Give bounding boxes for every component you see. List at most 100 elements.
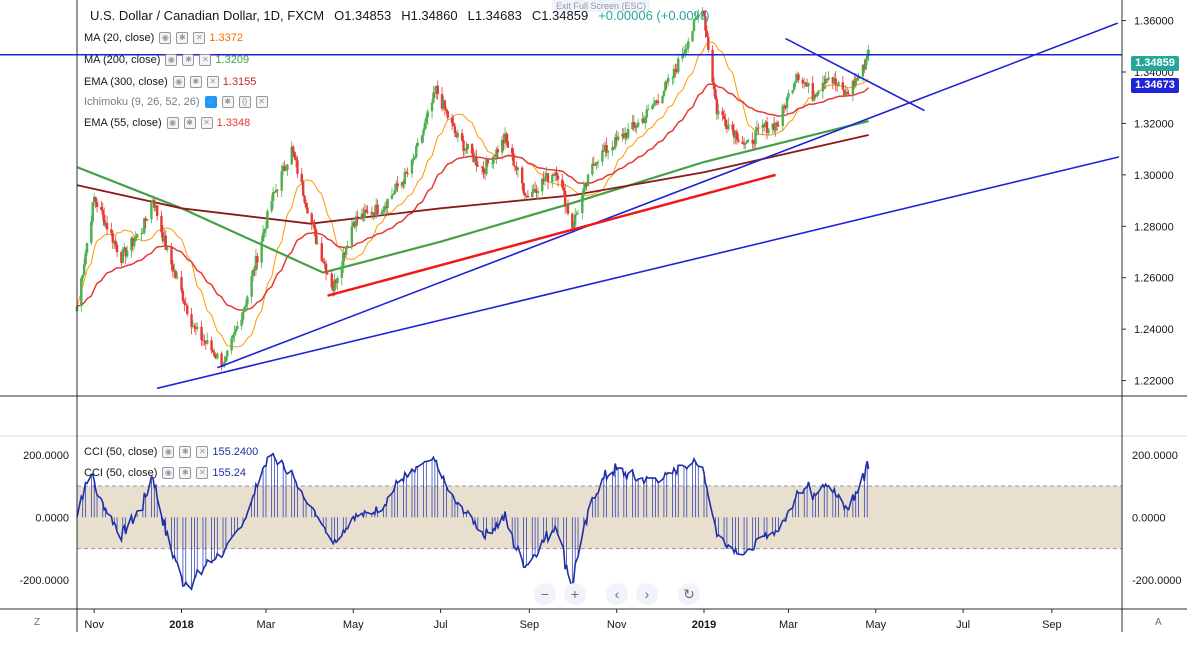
indicator-label[interactable]: CCI (50, close)	[84, 467, 158, 479]
candle-body	[714, 89, 717, 100]
candle-body	[261, 232, 265, 242]
close-icon[interactable]: ✕	[196, 467, 209, 479]
candle-body	[286, 164, 289, 170]
candle-body	[602, 150, 605, 152]
trendlines	[0, 22, 1122, 390]
close-icon[interactable]: ✕	[199, 54, 212, 66]
candle-body	[591, 163, 594, 175]
candle-body	[140, 233, 143, 235]
candle-body	[861, 64, 865, 77]
indicator-label[interactable]: CCI (50, close)	[84, 446, 158, 458]
eye-icon[interactable]: ◉	[172, 76, 185, 88]
legend-ma200[interactable]: MA (200, close) ◉ ✱ ✕ 1.3209	[84, 54, 249, 66]
candle-body	[113, 240, 116, 243]
reset-icon[interactable]: ↻	[678, 583, 700, 605]
close-icon[interactable]: ✕	[196, 446, 209, 458]
gear-icon[interactable]: ✱	[179, 467, 192, 479]
eye-icon[interactable]: ◉	[162, 446, 175, 458]
price-tick-label: 1.26000	[1134, 273, 1174, 285]
candle-body	[125, 250, 129, 257]
indicator-label[interactable]: EMA (300, close)	[84, 76, 168, 88]
candle-body	[360, 213, 364, 220]
candle-body	[772, 123, 776, 131]
candle-body	[715, 99, 719, 115]
candle-body	[757, 127, 760, 129]
candle-body	[203, 340, 206, 342]
candle-body	[626, 128, 630, 138]
candle-body	[725, 126, 729, 129]
legend-cci-2[interactable]: CCI (50, close) ◉ ✱ ✕ 155.24	[84, 467, 246, 479]
gear-icon[interactable]: ✱	[176, 32, 189, 44]
symbol-title[interactable]: U.S. Dollar / Canadian Dollar, 1D, FXCM	[90, 8, 325, 23]
auto-scale-button[interactable]: A	[1155, 617, 1162, 628]
eye-icon[interactable]: ◉	[166, 117, 179, 129]
candle-body	[110, 229, 113, 234]
candle-body	[130, 238, 133, 251]
candle-body	[131, 238, 135, 247]
zoom-in-icon[interactable]: +	[564, 583, 586, 605]
timezone-button[interactable]: Z	[34, 617, 41, 628]
scroll-right-icon[interactable]: ›	[636, 583, 658, 605]
candle-body	[332, 287, 335, 291]
candle-body	[301, 181, 305, 196]
candle-body	[774, 122, 777, 131]
candle-body	[213, 352, 216, 357]
candle-body	[133, 241, 136, 247]
hidden-eye-icon[interactable]: ◌	[204, 96, 217, 108]
candle-body	[354, 216, 358, 227]
candle-body	[585, 182, 588, 187]
candle-body	[363, 209, 366, 219]
candle-body	[857, 76, 860, 79]
candle-body	[284, 169, 288, 171]
eye-icon[interactable]: ◉	[162, 467, 175, 479]
candle-body	[582, 187, 585, 196]
gear-icon[interactable]: ✱	[179, 446, 192, 458]
gear-icon[interactable]: ✱	[221, 96, 234, 108]
candle-body	[797, 74, 800, 80]
close-icon[interactable]: ✕	[206, 76, 219, 88]
candle-body	[821, 82, 825, 92]
candle-body	[644, 117, 647, 124]
zoom-out-icon[interactable]: −	[534, 583, 556, 605]
candle-body	[104, 222, 107, 226]
candle-body	[323, 262, 326, 264]
scroll-left-icon[interactable]: ‹	[606, 583, 628, 605]
candle-body	[343, 252, 346, 256]
candle-body	[385, 206, 388, 208]
candle-body	[843, 89, 846, 96]
candle-body	[100, 206, 103, 210]
exit-fullscreen-hint[interactable]: Exit Full Screen (ESC)	[552, 0, 651, 12]
indicator-label[interactable]: EMA (55, close)	[84, 117, 162, 129]
candle-body	[173, 270, 176, 272]
gear-icon[interactable]: ✱	[189, 76, 202, 88]
eye-icon[interactable]: ◉	[165, 54, 178, 66]
gear-icon[interactable]: ✱	[183, 117, 196, 129]
eye-icon[interactable]: ◉	[159, 32, 172, 44]
candle-body	[476, 165, 480, 167]
legend-ema55[interactable]: EMA (55, close) ◉ ✱ ✕ 1.3348	[84, 117, 250, 129]
close-icon[interactable]: ✕	[255, 96, 268, 108]
close-icon[interactable]: ✕	[200, 117, 213, 129]
time-tick-label: 2019	[692, 619, 716, 631]
candle-body	[646, 108, 650, 110]
candle-body	[392, 194, 395, 196]
gear-icon[interactable]: ✱	[182, 54, 195, 66]
indicator-label[interactable]: MA (200, close)	[84, 54, 161, 66]
legend-cci-1[interactable]: CCI (50, close) ◉ ✱ ✕ 155.2400	[84, 446, 258, 458]
legend-ichimoku[interactable]: Ichimoku (9, 26, 52, 26) ◌ ✱ {} ✕	[84, 96, 268, 108]
candle-body	[452, 123, 455, 127]
candle-body	[596, 161, 600, 163]
candle-body	[176, 277, 179, 278]
indicator-label[interactable]: Ichimoku (9, 26, 52, 26)	[84, 96, 200, 108]
legend-ma20[interactable]: MA (20, close) ◉ ✱ ✕ 1.3372	[84, 32, 243, 44]
candle-body	[240, 319, 243, 326]
candle-body	[667, 77, 670, 83]
candle-body	[721, 111, 724, 116]
indicator-label[interactable]: MA (20, close)	[84, 32, 155, 44]
close-icon[interactable]: ✕	[193, 32, 206, 44]
legend-ema300[interactable]: EMA (300, close) ◉ ✱ ✕ 1.3155	[84, 76, 256, 88]
candle-body	[193, 326, 196, 328]
format-icon[interactable]: {}	[238, 96, 251, 108]
candle-body	[635, 126, 638, 128]
